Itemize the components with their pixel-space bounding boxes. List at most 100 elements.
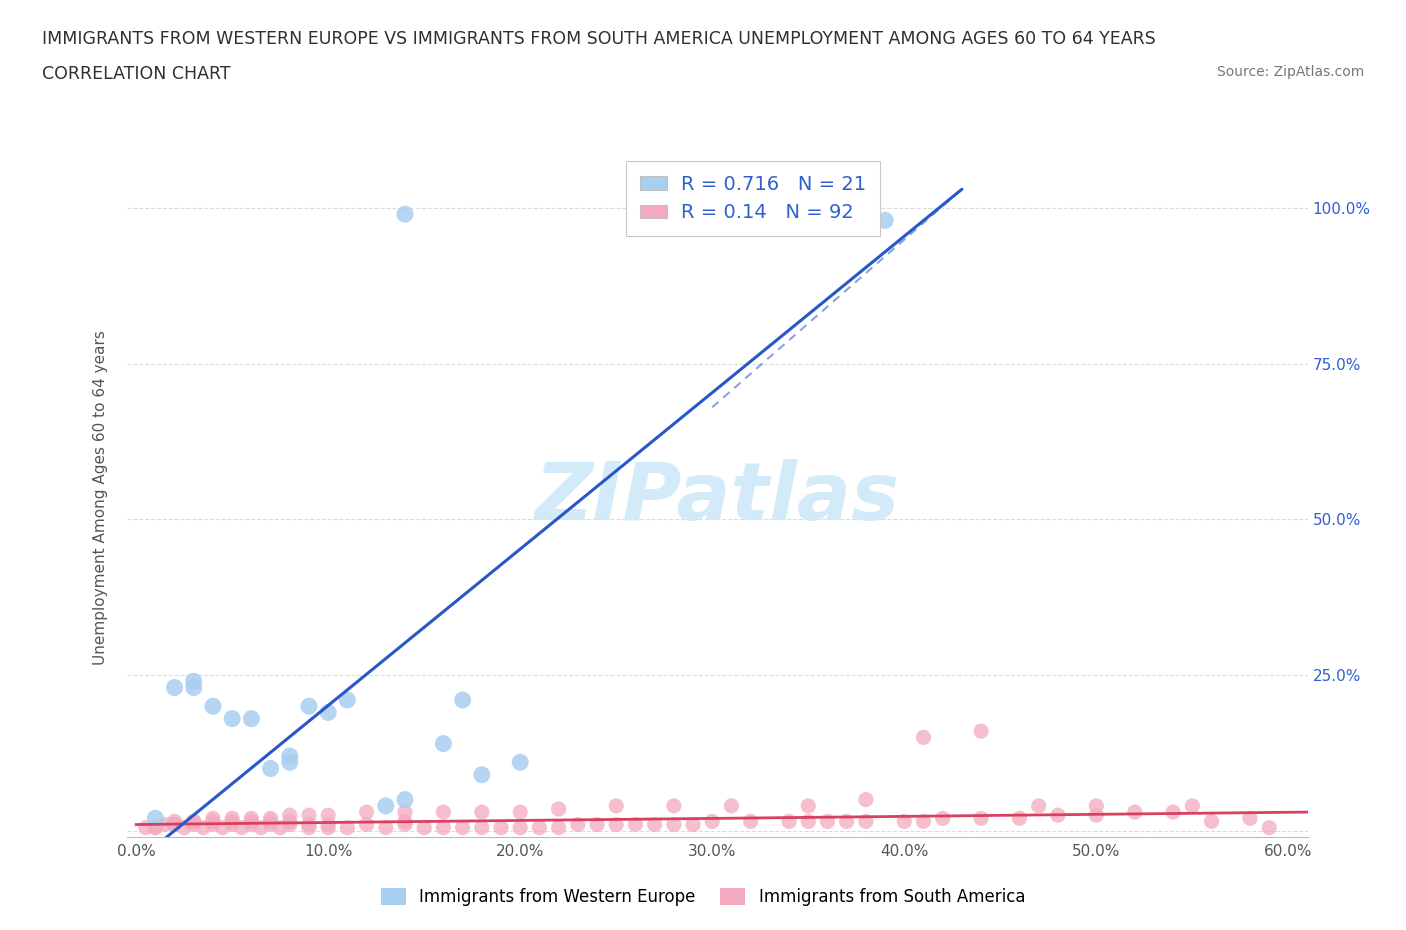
Point bbox=[509, 755, 531, 770]
Point bbox=[259, 817, 281, 832]
Point bbox=[605, 799, 627, 814]
Point bbox=[374, 820, 396, 835]
Point bbox=[183, 680, 205, 695]
Point bbox=[432, 820, 454, 835]
Point bbox=[240, 814, 263, 829]
Point bbox=[269, 820, 291, 835]
Point bbox=[1008, 811, 1031, 826]
Point bbox=[231, 820, 253, 835]
Point bbox=[1123, 804, 1146, 819]
Point bbox=[163, 814, 186, 829]
Point bbox=[855, 792, 877, 807]
Point bbox=[278, 814, 301, 829]
Point bbox=[298, 820, 321, 835]
Point bbox=[163, 817, 186, 832]
Point bbox=[893, 814, 915, 829]
Point bbox=[183, 814, 205, 829]
Point bbox=[221, 811, 243, 826]
Point bbox=[797, 814, 820, 829]
Point bbox=[432, 804, 454, 819]
Text: IMMIGRANTS FROM WESTERN EUROPE VS IMMIGRANTS FROM SOUTH AMERICA UNEMPLOYMENT AMO: IMMIGRANTS FROM WESTERN EUROPE VS IMMIGR… bbox=[42, 30, 1156, 47]
Point bbox=[298, 808, 321, 823]
Point bbox=[336, 693, 359, 708]
Point bbox=[240, 811, 263, 826]
Point bbox=[143, 820, 166, 835]
Point bbox=[183, 674, 205, 689]
Point bbox=[912, 814, 935, 829]
Point bbox=[644, 817, 666, 832]
Point bbox=[547, 820, 569, 835]
Point bbox=[153, 817, 176, 832]
Point bbox=[586, 817, 609, 832]
Point bbox=[259, 811, 281, 826]
Point bbox=[221, 814, 243, 829]
Point bbox=[259, 761, 281, 776]
Point bbox=[316, 808, 339, 823]
Text: ZIPatlas: ZIPatlas bbox=[534, 458, 900, 537]
Point bbox=[970, 811, 993, 826]
Point bbox=[605, 817, 627, 832]
Point bbox=[221, 711, 243, 726]
Point bbox=[1028, 799, 1050, 814]
Point bbox=[682, 817, 704, 832]
Point bbox=[1201, 814, 1223, 829]
Point bbox=[201, 817, 224, 832]
Point bbox=[471, 820, 494, 835]
Point bbox=[278, 817, 301, 832]
Point bbox=[278, 749, 301, 764]
Point bbox=[471, 804, 494, 819]
Point bbox=[702, 814, 724, 829]
Point bbox=[221, 817, 243, 832]
Point bbox=[183, 817, 205, 832]
Point bbox=[201, 811, 224, 826]
Point bbox=[471, 767, 494, 782]
Point bbox=[413, 820, 436, 835]
Point bbox=[1258, 820, 1281, 835]
Legend: Immigrants from Western Europe, Immigrants from South America: Immigrants from Western Europe, Immigran… bbox=[374, 881, 1032, 912]
Point bbox=[547, 802, 569, 817]
Point bbox=[374, 799, 396, 814]
Point bbox=[173, 820, 195, 835]
Point bbox=[135, 820, 157, 835]
Point bbox=[624, 817, 647, 832]
Point bbox=[394, 814, 416, 829]
Point bbox=[211, 820, 233, 835]
Y-axis label: Unemployment Among Ages 60 to 64 years: Unemployment Among Ages 60 to 64 years bbox=[93, 330, 108, 665]
Point bbox=[567, 817, 589, 832]
Point bbox=[931, 811, 953, 826]
Point bbox=[835, 814, 858, 829]
Point bbox=[316, 705, 339, 720]
Point bbox=[529, 820, 551, 835]
Point bbox=[316, 820, 339, 835]
Point bbox=[662, 799, 685, 814]
Point bbox=[970, 724, 993, 738]
Point bbox=[298, 698, 321, 713]
Point bbox=[797, 799, 820, 814]
Point bbox=[316, 817, 339, 832]
Point bbox=[740, 814, 762, 829]
Point bbox=[509, 820, 531, 835]
Point bbox=[432, 737, 454, 751]
Point bbox=[509, 804, 531, 819]
Point bbox=[394, 206, 416, 221]
Point bbox=[336, 820, 359, 835]
Point bbox=[298, 817, 321, 832]
Point bbox=[451, 693, 474, 708]
Point bbox=[278, 808, 301, 823]
Point bbox=[143, 820, 166, 835]
Point bbox=[394, 817, 416, 832]
Point bbox=[1181, 799, 1204, 814]
Point bbox=[250, 820, 273, 835]
Point bbox=[912, 730, 935, 745]
Point bbox=[778, 814, 800, 829]
Point bbox=[163, 817, 186, 832]
Point bbox=[201, 698, 224, 713]
Point bbox=[875, 213, 897, 228]
Point bbox=[356, 804, 378, 819]
Point bbox=[278, 755, 301, 770]
Point bbox=[201, 814, 224, 829]
Point bbox=[1239, 811, 1261, 826]
Point bbox=[451, 820, 474, 835]
Point bbox=[394, 804, 416, 819]
Point bbox=[259, 814, 281, 829]
